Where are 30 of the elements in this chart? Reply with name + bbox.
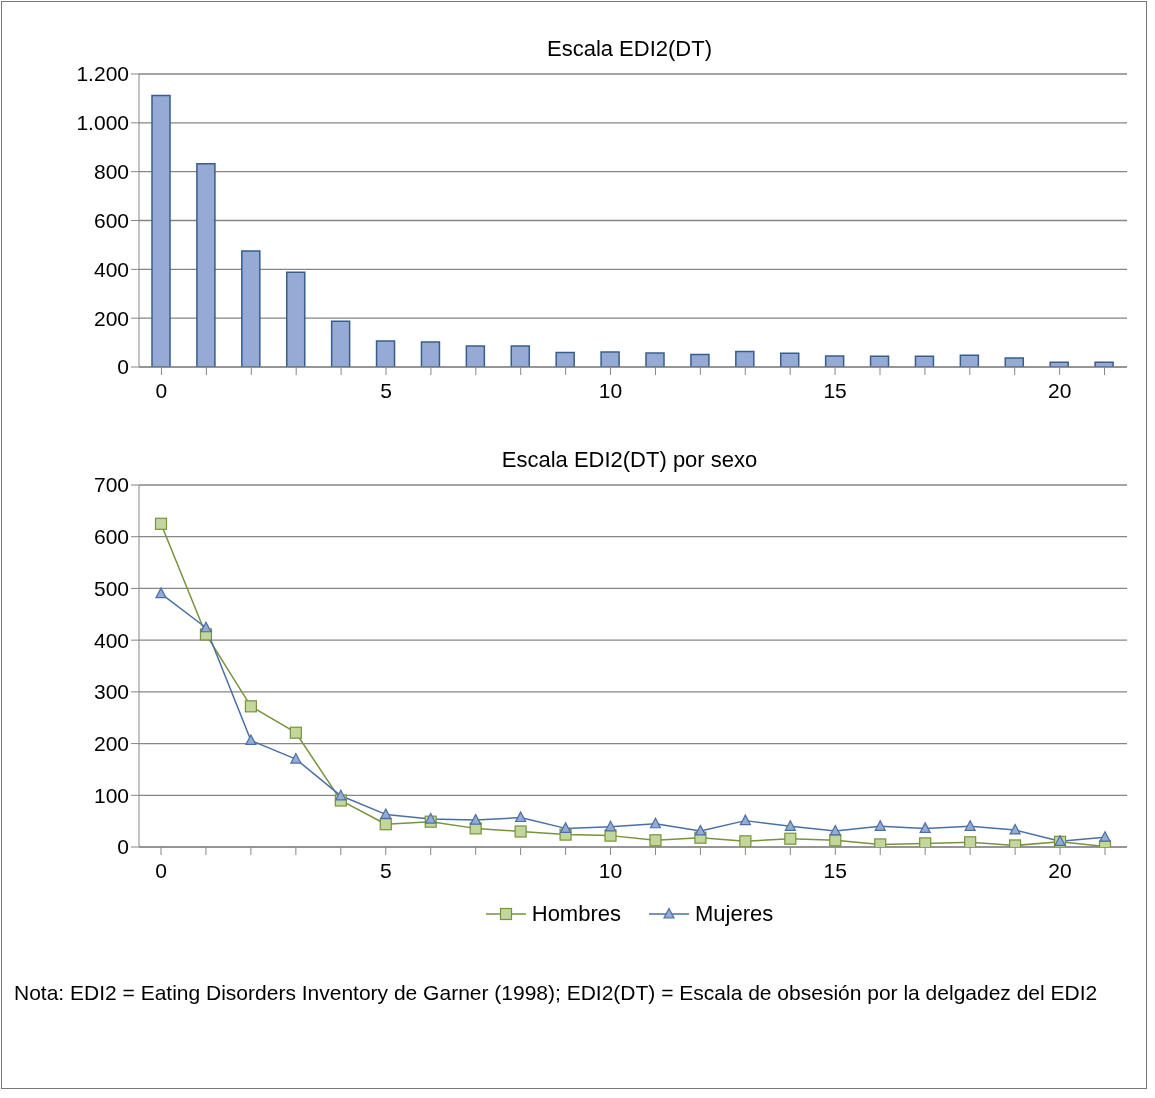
- x-tick-label: 15: [823, 378, 847, 402]
- legend-label: Hombres: [531, 901, 621, 927]
- y-tick-label: 0: [117, 355, 129, 379]
- text: Nota: EDI2 = Eating Disorders Inventory de Garner (1998); EDI2(DT) = Escala de obsesión por la delgadez del EDI2: [14, 980, 1099, 1006]
- y-tick-label: 1.200: [76, 62, 129, 86]
- y-tick-label: 100: [93, 783, 129, 807]
- y-tick-label: 300: [93, 680, 129, 704]
- y-tick-label: 400: [93, 257, 129, 281]
- y-tick-label: 200: [93, 306, 129, 330]
- x-tick-label: 0: [155, 378, 168, 402]
- y-tick-label: 600: [93, 208, 129, 232]
- y-tick-label: 0: [117, 835, 129, 859]
- x-tick-label: 20: [1047, 378, 1072, 402]
- y-tick-label: 600: [93, 525, 129, 549]
- x-tick-label: 10: [598, 378, 623, 402]
- x-tick-label: 0: [155, 858, 167, 882]
- y-tick-label: 1.000: [76, 111, 129, 135]
- chart-title: Escala EDI2(DT): [546, 36, 713, 61]
- x-tick-label: 20: [1048, 858, 1072, 882]
- x-tick-label: 5: [379, 858, 392, 882]
- chart-title: Escala EDI2(DT) por sexo: [501, 447, 758, 472]
- y-tick-label: 800: [93, 160, 129, 184]
- y-tick-label: 200: [93, 732, 129, 756]
- x-tick-label: 15: [823, 858, 847, 882]
- x-tick-label: 5: [380, 378, 392, 402]
- y-tick-label: 500: [93, 576, 129, 600]
- x-tick-label: 10: [598, 858, 623, 882]
- y-tick-label: 400: [93, 628, 129, 652]
- y-tick-label: 700: [93, 473, 129, 497]
- legend-label: Mujeres: [695, 901, 774, 927]
